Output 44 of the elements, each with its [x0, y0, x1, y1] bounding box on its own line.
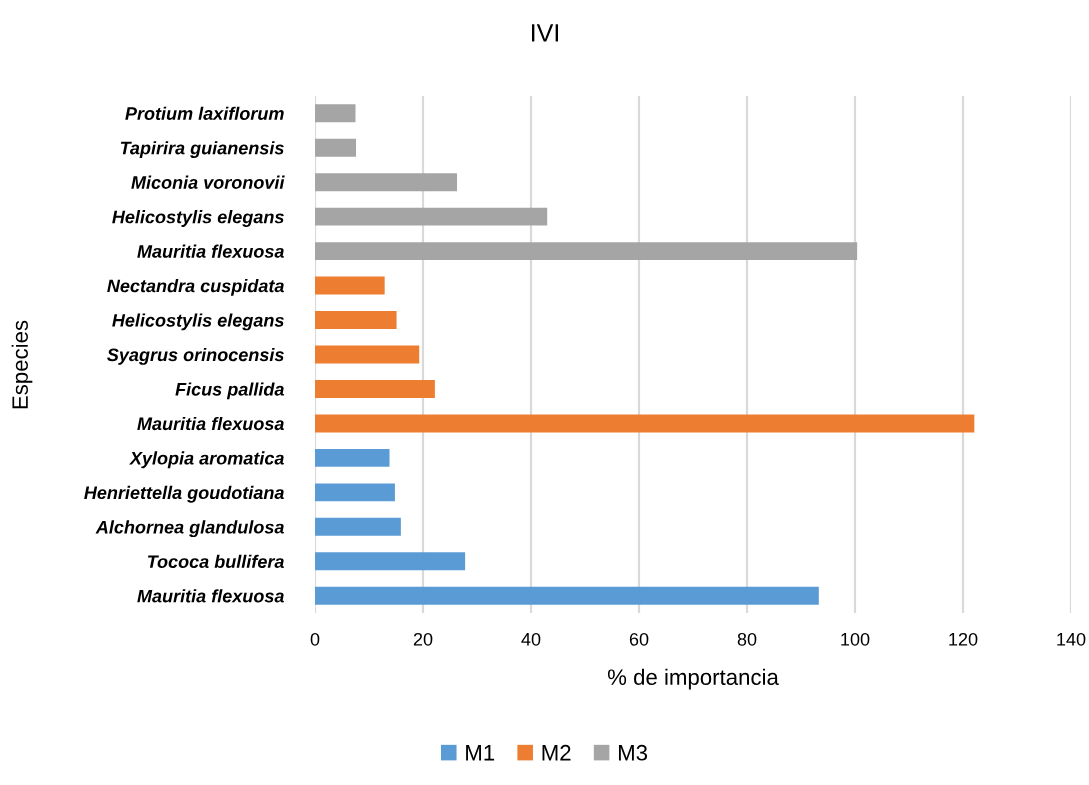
- y-tick-label: Miconia voronovii: [131, 175, 285, 189]
- legend-label: M3: [618, 744, 648, 761]
- y-tick-label: Ficus pallida: [175, 382, 284, 400]
- bar: [315, 414, 975, 433]
- x-tick-label: 120: [949, 632, 978, 646]
- y-tick-label: Tapirira guianensis: [120, 141, 284, 158]
- y-tick-label: Mauritia flexuosa: [137, 244, 284, 258]
- y-tick-label: Alchornea glandulosa: [95, 520, 284, 538]
- chart-title: IVI: [532, 24, 558, 42]
- legend-label: M2: [542, 744, 571, 761]
- bar: [315, 311, 397, 329]
- bar: [315, 483, 395, 502]
- x-tick-label: 60: [629, 632, 649, 646]
- bar: [315, 552, 466, 571]
- y-tick-label: Protium laxiflorum: [125, 106, 284, 120]
- y-tick-label: Tococa bullifera: [147, 554, 284, 569]
- x-tick-label: 140: [1057, 632, 1086, 646]
- bar: [315, 517, 401, 536]
- y-tick-label: Helicostylis elegans: [112, 210, 284, 227]
- y-tick-label: Mauritia flexuosa: [137, 589, 284, 603]
- y-tick-label: Syagrus orinocensis: [107, 347, 284, 365]
- bar: [315, 207, 548, 226]
- x-tick-label: 0: [310, 632, 320, 646]
- bar: [315, 242, 858, 261]
- y-tick-label: Mauritia flexuosa: [137, 416, 284, 431]
- y-tick-label: Henriettella goudotiana: [84, 485, 284, 503]
- x-tick-label: 80: [737, 632, 757, 646]
- bar: [315, 276, 385, 295]
- bar: [315, 345, 420, 364]
- y-tick-label: Xylopia aromatica: [129, 451, 284, 469]
- y-tick-label: Helicostylis elegans: [112, 313, 284, 331]
- x-tick-label: 100: [841, 632, 870, 646]
- bar: [315, 138, 357, 157]
- legend-label: M1: [466, 745, 495, 761]
- bar: [315, 104, 356, 123]
- x-tick-label: 40: [521, 632, 541, 646]
- x-axis-title: % de importancia: [607, 668, 779, 690]
- y-tick-label: Nectandra cuspidata: [107, 279, 284, 296]
- bar: [315, 173, 458, 192]
- y-axis-title: Especies: [11, 320, 33, 409]
- bar: [315, 380, 435, 398]
- x-tick-label: 20: [413, 632, 433, 646]
- bar: [315, 448, 390, 467]
- bar: [315, 586, 819, 605]
